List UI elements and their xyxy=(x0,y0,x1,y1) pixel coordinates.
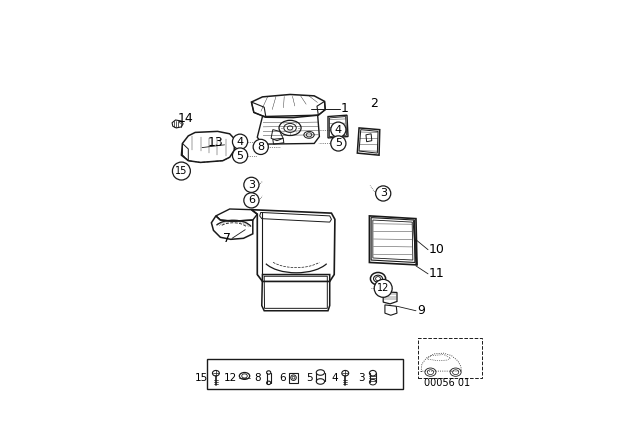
Circle shape xyxy=(376,186,391,201)
Circle shape xyxy=(232,148,248,163)
Text: 3: 3 xyxy=(380,189,387,198)
Text: 3: 3 xyxy=(358,373,365,383)
Text: 2: 2 xyxy=(370,97,378,110)
Text: 11: 11 xyxy=(429,267,445,280)
Text: 6: 6 xyxy=(279,373,286,383)
Circle shape xyxy=(331,122,346,137)
Text: 6: 6 xyxy=(248,195,255,205)
Circle shape xyxy=(232,134,248,149)
Text: 4: 4 xyxy=(335,125,342,135)
Circle shape xyxy=(253,139,268,155)
Text: 7: 7 xyxy=(223,232,231,245)
Text: 9: 9 xyxy=(417,304,425,317)
Text: 1: 1 xyxy=(341,103,349,116)
Text: 12: 12 xyxy=(224,373,237,383)
Text: 15: 15 xyxy=(195,373,208,383)
Text: 3: 3 xyxy=(248,180,255,190)
Text: 00056 01: 00056 01 xyxy=(424,378,470,388)
Bar xyxy=(418,338,481,378)
Circle shape xyxy=(374,280,392,297)
Text: 8: 8 xyxy=(257,142,264,152)
Bar xyxy=(207,359,403,389)
Text: 13: 13 xyxy=(208,136,224,149)
Circle shape xyxy=(244,193,259,208)
Text: 14: 14 xyxy=(178,112,194,125)
Text: 10: 10 xyxy=(429,243,445,256)
Text: 5: 5 xyxy=(335,138,342,148)
Bar xyxy=(289,372,298,383)
Circle shape xyxy=(244,177,259,193)
Text: 15: 15 xyxy=(175,166,188,176)
Text: 12: 12 xyxy=(377,283,389,293)
Text: 5: 5 xyxy=(306,373,313,383)
Text: 4: 4 xyxy=(236,137,244,147)
Circle shape xyxy=(331,136,346,151)
Polygon shape xyxy=(172,120,183,128)
Text: 5: 5 xyxy=(237,151,244,160)
Text: 8: 8 xyxy=(255,373,261,383)
Text: 4: 4 xyxy=(331,373,338,383)
Circle shape xyxy=(172,162,190,180)
